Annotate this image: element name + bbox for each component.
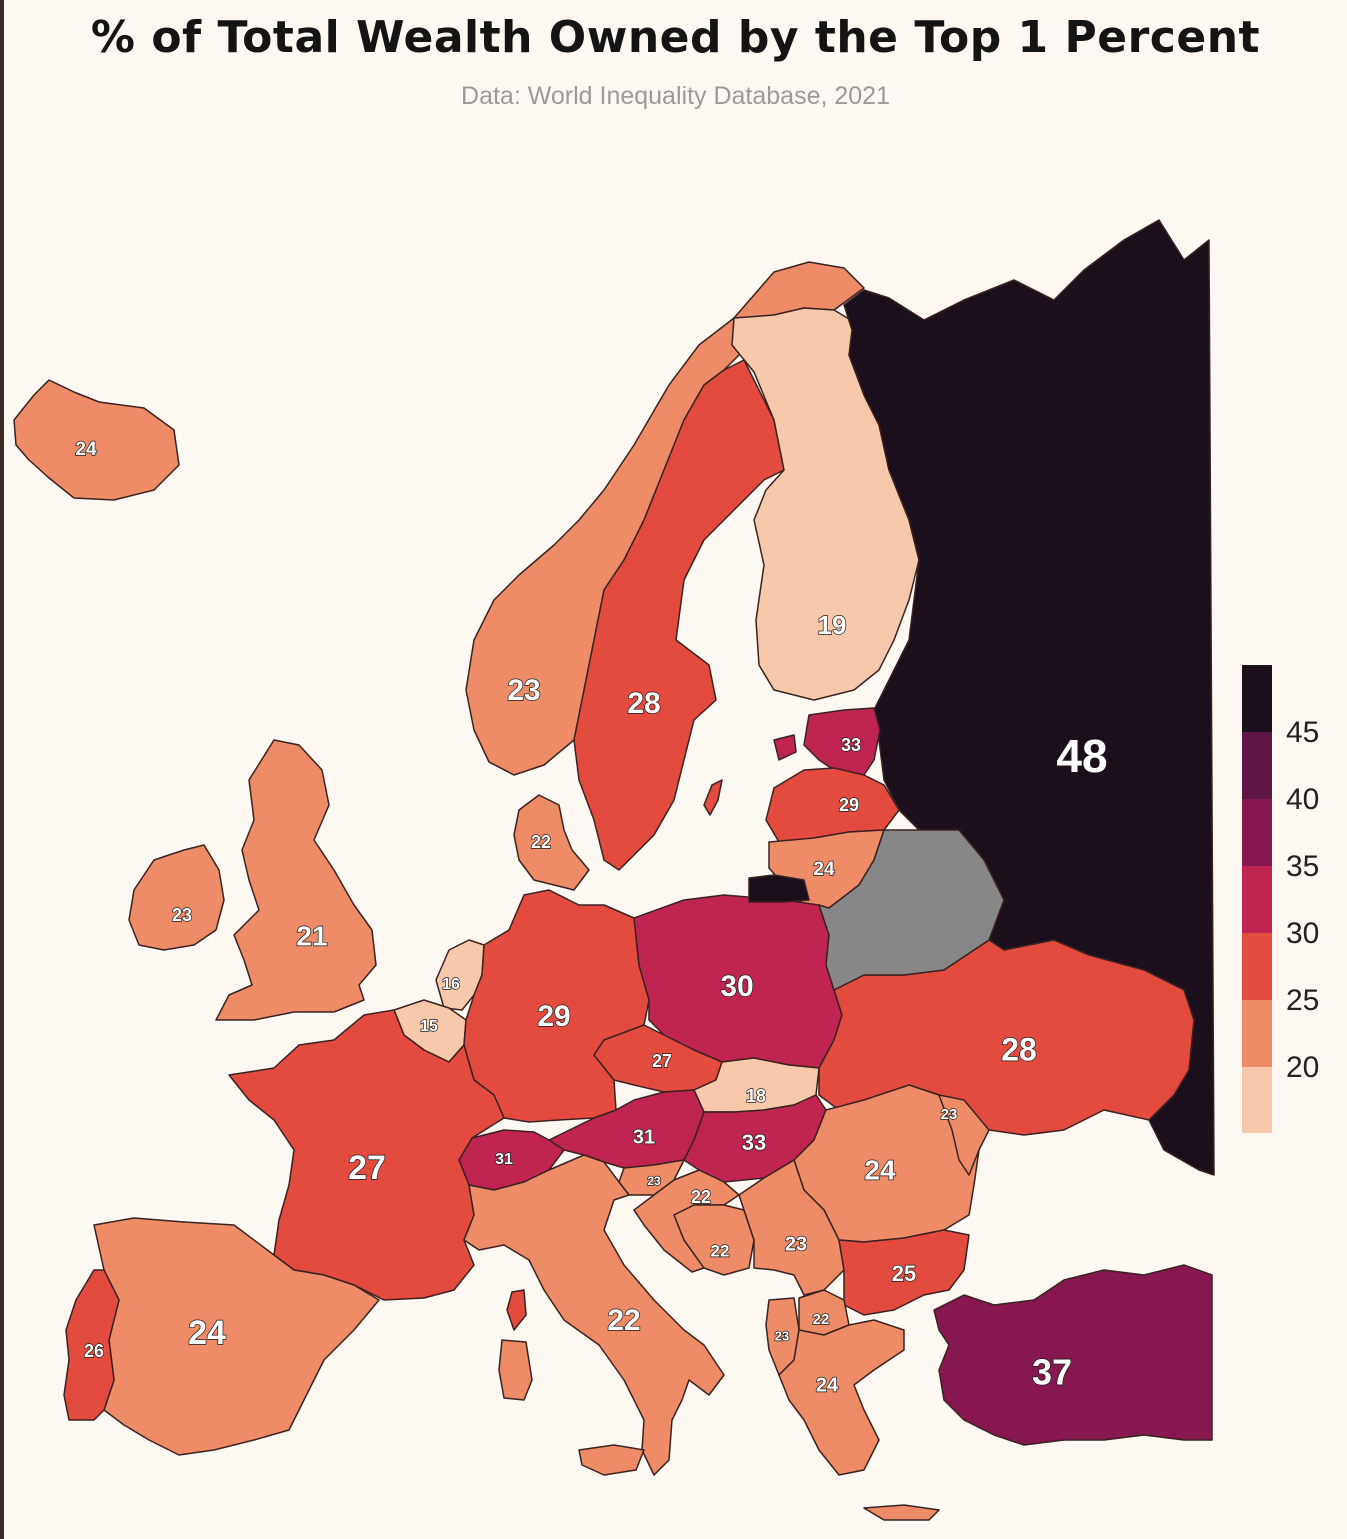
value-label-moldova: 23 [941, 1106, 958, 1123]
value-label-estonia: 33 [841, 735, 861, 755]
value-label-finland: 19 [818, 610, 847, 640]
region-kaliningrad [748, 874, 810, 903]
value-label-sweden: 28 [627, 687, 660, 720]
value-label-serbia: 23 [785, 1233, 807, 1255]
region-bosnia [673, 1204, 755, 1276]
legend-tick: 20 [1286, 1051, 1319, 1084]
region-moldova [938, 1094, 990, 1176]
region-sardinia [498, 1339, 533, 1401]
value-label-austria: 31 [633, 1126, 655, 1148]
value-label-czechia: 27 [652, 1051, 672, 1071]
value-label-poland: 30 [720, 970, 753, 1003]
region-estonia [803, 707, 881, 776]
value-label-hungary: 33 [742, 1130, 766, 1155]
value-label-belgium: 15 [420, 1018, 438, 1035]
legend-swatch-25-30 [1242, 933, 1272, 1000]
value-label-iceland: 24 [75, 439, 97, 460]
legend-tick: 40 [1286, 783, 1319, 816]
region-latvia [765, 767, 900, 843]
value-label-bulgaria: 25 [892, 1261, 916, 1286]
color-legend: 45 40 35 30 25 20 [1242, 665, 1319, 1133]
value-label-italy: 22 [607, 1304, 640, 1337]
value-label-germany: 29 [537, 1000, 570, 1033]
value-label-portugal: 26 [84, 1341, 104, 1361]
region-ireland [128, 844, 225, 951]
value-labels: 24 23 28 19 48 33 29 24 22 23 21 16 15 2… [75, 438, 1109, 1397]
region-turkey [933, 1264, 1213, 1446]
value-label-ireland: 23 [172, 905, 192, 925]
region-italy [463, 1154, 725, 1476]
map-subtitle: Data: World Inequality Database, 2021 [461, 82, 890, 110]
legend-swatch-45-plus [1242, 665, 1272, 732]
region-portugal [63, 1269, 120, 1421]
region-greece [778, 1319, 905, 1476]
value-label-denmark: 22 [531, 832, 551, 852]
value-label-united-kingdom: 21 [296, 920, 327, 951]
value-label-ukraine: 28 [1001, 1031, 1037, 1067]
value-label-slovenia: 23 [647, 1174, 661, 1188]
value-label-norway: 23 [507, 674, 540, 707]
region-gotland [703, 779, 723, 816]
legend-swatch-15-20 [1242, 1067, 1272, 1133]
region-sweden [573, 359, 785, 871]
value-label-slovakia: 18 [746, 1086, 766, 1106]
value-label-latvia: 29 [839, 795, 859, 815]
value-label-turkey: 37 [1032, 1352, 1072, 1393]
value-label-albania: 23 [775, 1328, 789, 1343]
legend-tick: 25 [1286, 984, 1319, 1017]
region-belarus [818, 829, 1005, 991]
value-label-north-macedonia: 22 [813, 1311, 830, 1328]
legend-tick: 30 [1286, 917, 1319, 950]
map-title: % of Total Wealth Owned by the Top 1 Per… [90, 12, 1261, 63]
value-label-russia: 48 [1056, 730, 1107, 782]
value-label-switzerland: 31 [495, 1151, 513, 1168]
value-label-france: 27 [348, 1149, 386, 1187]
region-sicily [578, 1444, 645, 1476]
legend-swatch-40-45 [1242, 732, 1272, 799]
region-crete [863, 1504, 940, 1521]
legend-swatch-30-35 [1242, 866, 1272, 933]
legend-swatch-35-40 [1242, 799, 1272, 866]
region-saaremaa [773, 734, 797, 761]
legend-swatch-20-25 [1242, 1000, 1272, 1067]
region-denmark [513, 794, 590, 891]
europe-choropleth-map: 24 23 28 19 48 33 29 24 22 23 21 16 15 2… [13, 219, 1319, 1521]
region-corsica [506, 1289, 527, 1331]
value-label-greece: 24 [816, 1374, 839, 1396]
legend-tick: 35 [1286, 850, 1319, 883]
value-label-lithuania: 24 [813, 859, 835, 880]
value-label-romania: 24 [864, 1154, 896, 1185]
region-iceland [13, 379, 180, 501]
value-label-croatia: 22 [691, 1187, 711, 1207]
value-label-bosnia: 22 [711, 1241, 730, 1260]
legend-tick: 45 [1286, 716, 1319, 749]
country-shapes [13, 219, 1215, 1521]
value-label-netherlands: 16 [442, 976, 460, 993]
region-united-kingdom [215, 739, 377, 1021]
value-label-spain: 24 [188, 1314, 226, 1352]
